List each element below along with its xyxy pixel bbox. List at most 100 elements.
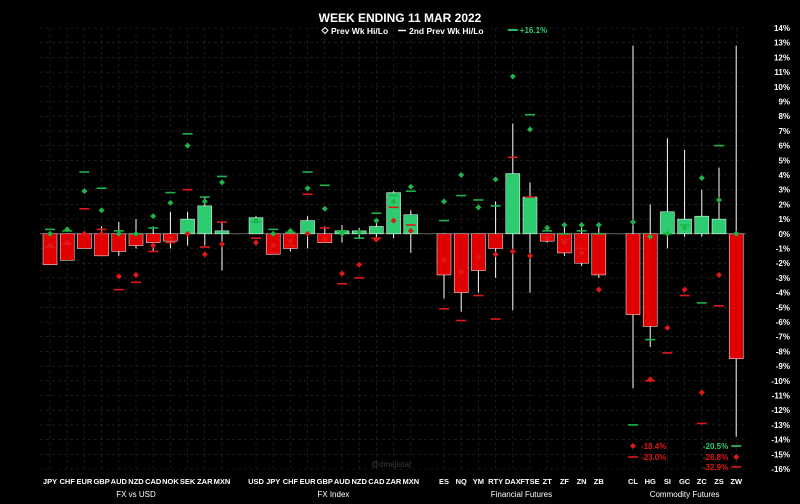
x-tick-label: MXN <box>214 477 231 486</box>
y-tick-label: 2% <box>778 200 790 209</box>
prev-week-marker <box>98 207 105 214</box>
y-tick-label: 14% <box>774 24 790 33</box>
x-tick-label: NOK <box>162 477 179 486</box>
x-tick-label: AUD <box>111 477 128 486</box>
prev-week-marker <box>595 221 602 228</box>
prev-week-marker <box>664 324 671 331</box>
x-tick-label: GC <box>679 477 691 486</box>
candle-body <box>369 226 384 235</box>
candle-body <box>94 233 109 257</box>
y-tick-label: 13% <box>774 39 790 48</box>
prev-week-marker <box>115 230 122 237</box>
prev-week-marker <box>270 242 277 249</box>
candle-body <box>488 233 503 249</box>
y-tick-label: 10% <box>774 83 790 92</box>
prev-week-marker <box>321 205 328 212</box>
candle-body <box>197 205 213 235</box>
y-tick-label: -15% <box>771 450 790 459</box>
annotation-marker <box>630 443 636 449</box>
y-tick-label: -16% <box>771 465 790 474</box>
candle-body <box>728 233 744 359</box>
prev-week-marker <box>458 172 465 178</box>
prev-week-marker <box>304 185 311 192</box>
prev-week-marker <box>681 286 688 293</box>
prev-week-marker <box>167 235 174 242</box>
candle-body <box>145 233 161 243</box>
x-tick-label: FTSE <box>520 477 539 486</box>
x-tick-label: SEK <box>180 477 196 486</box>
x-tick-label: ZAR <box>197 477 213 486</box>
annotation-label: -26.8% <box>703 453 728 462</box>
prev-week-marker <box>219 179 225 186</box>
prev-week-marker <box>492 176 499 183</box>
legend-label-prev: Prev Wk Hi/Lo <box>331 26 388 36</box>
x-tick-label: GBP <box>317 477 333 486</box>
chart-title: WEEK ENDING 11 MAR 2022 <box>319 11 482 25</box>
x-tick-label: CHF <box>59 477 75 486</box>
legend-label-prev2: 2nd Prev Wk Hi/Lo <box>409 26 484 36</box>
x-tick-label: SI <box>664 477 671 486</box>
y-tick-label: -8% <box>776 347 790 356</box>
prev-week-marker <box>509 73 516 80</box>
x-tick-label: CHF <box>283 477 299 486</box>
prev-week-marker <box>527 126 533 133</box>
y-tick-label: -5% <box>776 303 790 312</box>
prev-week-marker <box>356 261 363 268</box>
candle-body <box>642 233 658 327</box>
x-tick-label: CAD <box>368 477 385 486</box>
candle-body <box>625 233 641 315</box>
candle-body <box>453 233 469 293</box>
prev-week-marker <box>98 230 105 237</box>
prev-week-marker <box>492 251 499 258</box>
prev-week-marker <box>578 221 585 228</box>
y-tick-label: 5% <box>778 156 790 165</box>
group-label: Financial Futures <box>491 490 552 499</box>
y-tick-label: 0% <box>778 230 790 239</box>
y-tick-label: -11% <box>772 392 790 401</box>
candle-body <box>660 211 675 235</box>
x-tick-label: HG <box>645 477 656 486</box>
prev-week-marker <box>304 230 311 237</box>
x-tick-label: NZD <box>351 477 367 486</box>
x-tick-label: ZC <box>697 477 708 486</box>
annotations: +16.1% -18.4% -23.0% -20.5% -26.8%-32.9% <box>507 26 742 472</box>
prev-week-marker <box>441 198 447 205</box>
y-tick-label: -10% <box>771 377 790 386</box>
prev-week-marker <box>133 271 139 278</box>
candle-body <box>436 233 452 276</box>
watermark: @dmejistar <box>371 460 412 469</box>
prev-week-marker <box>184 230 191 237</box>
y-tick-label: 9% <box>778 98 790 107</box>
candle-body <box>471 233 486 271</box>
x-tick-label: ES <box>439 477 449 486</box>
prev-week-marker <box>150 213 157 220</box>
prev-week-marker <box>321 236 328 243</box>
annotation-marker <box>733 454 740 460</box>
annotation-label: -32.9% <box>703 463 728 472</box>
legend: Prev Wk Hi/Lo 2nd Prev Wk Hi/Lo <box>321 26 484 36</box>
prev-week-marker <box>356 229 363 236</box>
prev-week-marker <box>681 224 688 231</box>
y-tick-label: -4% <box>776 289 790 298</box>
prev-week-marker <box>373 217 380 224</box>
prev-week-marker <box>630 219 636 226</box>
x-tick-label: EUR <box>300 477 316 486</box>
y-tick-label: -2% <box>776 259 790 268</box>
markers <box>45 73 740 426</box>
candle-body <box>42 233 58 265</box>
prev-week-marker <box>475 204 482 211</box>
prev-week-marker <box>698 174 705 181</box>
y-tick-label: 12% <box>774 53 790 62</box>
x-tick-label: USD <box>248 477 264 486</box>
y-tick-label: 8% <box>778 112 790 121</box>
x-tick-label: GBP <box>93 477 109 486</box>
prev-week-marker <box>509 248 516 255</box>
legend-diamond-marker <box>321 26 329 35</box>
y-tick-label: -12% <box>771 406 790 415</box>
prev-week-marker <box>339 230 345 237</box>
prev-week-marker <box>595 286 602 293</box>
y-tick-label: -3% <box>776 274 790 283</box>
prev-week-marker <box>47 230 53 237</box>
